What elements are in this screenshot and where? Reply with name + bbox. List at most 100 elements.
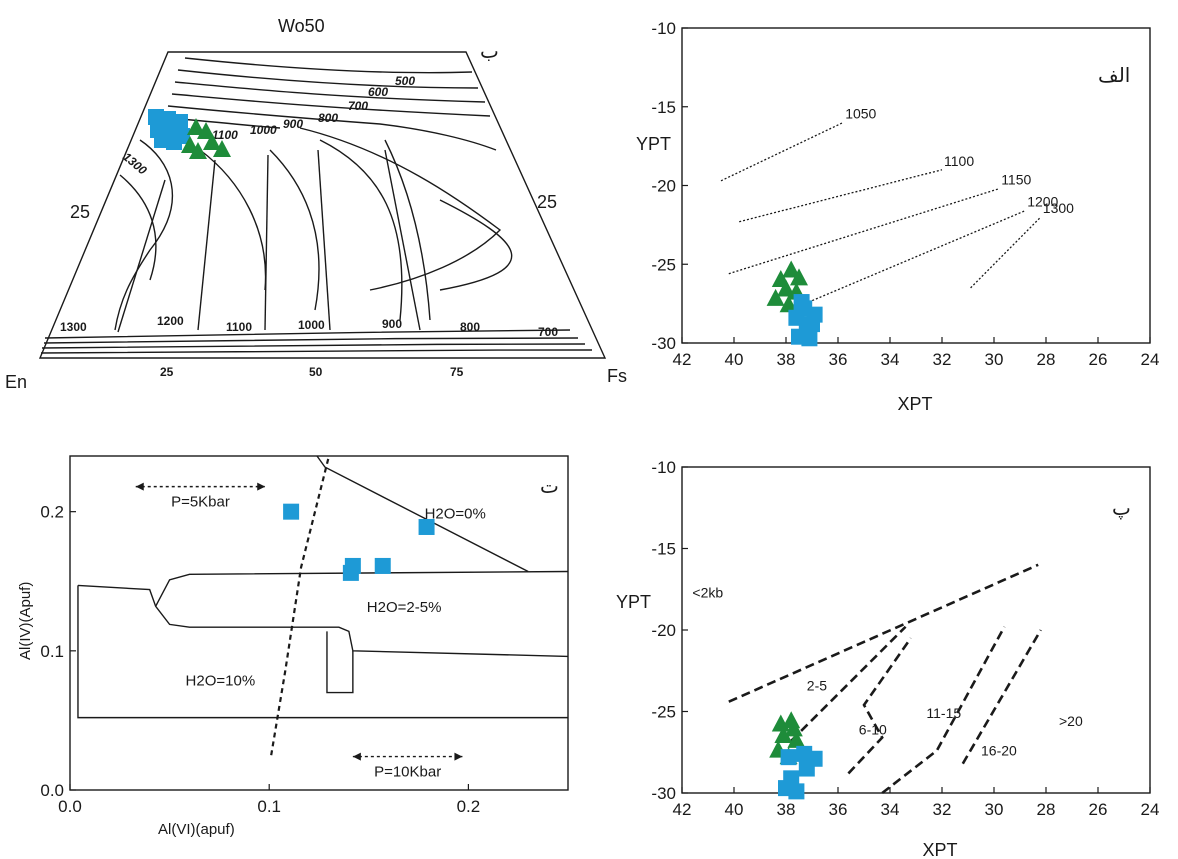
region-label: H2O=0% [425, 506, 486, 523]
x-axis-label: XPT [922, 840, 957, 859]
x-tick-label: 24 [1141, 350, 1160, 369]
pressure-field-label: <2kb [692, 584, 723, 600]
isotherm-label: 1200 [157, 314, 184, 328]
region-label: H2O=10% [186, 673, 256, 690]
y-axis-label: YPT [616, 592, 651, 612]
pressure-arrow-label: P=5Kbar [171, 494, 230, 511]
panel-letter: پ [1112, 498, 1131, 520]
y-tick-label: -10 [651, 19, 676, 38]
square-marker [788, 783, 805, 800]
region-boundary [77, 585, 568, 719]
arrow-head [454, 752, 463, 761]
tie-line [117, 179, 166, 333]
isotherm-line [720, 121, 844, 182]
y-tick-label: 0.2 [40, 503, 64, 522]
x-tick-label: 28 [1037, 350, 1056, 369]
lower-isotherm [44, 329, 571, 339]
isotherm-curve [114, 139, 174, 331]
isotherm-curve [184, 57, 473, 74]
ternary-outline [38, 51, 607, 359]
square-marker [344, 557, 361, 574]
isotherm-curve [269, 149, 320, 311]
isotherm-curve [171, 93, 491, 117]
pressure-field-label: 2-5 [807, 677, 827, 693]
isotherm-line [739, 169, 943, 223]
triangle-marker [787, 730, 806, 748]
triangle-marker [779, 295, 798, 313]
isotherm-curve [439, 199, 513, 291]
isotherm-line [728, 188, 1000, 275]
y-axis-label: YPT [636, 134, 671, 154]
y-tick-label: -20 [651, 177, 676, 196]
lower-isotherm [40, 349, 593, 354]
triangle-marker [203, 133, 221, 150]
panel-d-alvi-aliv: 0.0 0.1 0.2 0.0 0.1 0.2 Al(VI)(apuf) Al(IV)(Apu… [17, 455, 569, 838]
x-tick-label: 30 [985, 350, 1004, 369]
panel-letter: ب [480, 41, 499, 63]
side-label-left: 25 [70, 202, 90, 222]
pressure-divider [270, 455, 331, 756]
isotherm-label: 600 [368, 85, 388, 99]
y-tick-label: -30 [651, 334, 676, 353]
x-tick-label: 26 [1089, 800, 1108, 819]
pressure-divider [728, 563, 1039, 703]
triangle-marker [197, 122, 215, 139]
y-tick-label: -25 [651, 255, 676, 274]
isotherm-label: 1300 [120, 150, 150, 178]
x-tick-label: 36 [829, 800, 848, 819]
plot-frame [69, 455, 569, 791]
isotherm-line [793, 210, 1026, 309]
isotherm-label: 1050 [845, 106, 876, 122]
isotherm-label: 800 [318, 111, 338, 125]
isotherm-line [970, 216, 1042, 289]
x-axis-label: XPT [897, 394, 932, 414]
isotherm-label: 1300 [1043, 200, 1074, 216]
tie-line [264, 154, 269, 331]
y-tick-label: 0.1 [40, 642, 64, 661]
panel-letter: الف [1098, 65, 1130, 87]
x-tick-label: 38 [777, 800, 796, 819]
x-tick-label: 0.1 [257, 797, 281, 816]
triangle-marker [784, 719, 803, 737]
isotherm-label: 1000 [298, 318, 325, 332]
isotherm-label: 900 [382, 317, 402, 331]
square-marker [796, 300, 813, 317]
triangle-marker [189, 142, 207, 159]
x-tick-label: 42 [673, 800, 692, 819]
pressure-divider [961, 629, 1042, 765]
tie-line [384, 149, 421, 331]
panel-a-thermometer: 42 40 38 36 34 32 30 28 26 24 -10 -15 -20 -25 -30 XPT YP… [636, 19, 1159, 414]
arrow-head [135, 482, 144, 491]
square-marker [283, 503, 300, 520]
square-marker [780, 749, 797, 766]
base-tick-label: 50 [309, 365, 323, 379]
x-tick-label: 40 [725, 350, 744, 369]
pressure-divider [847, 637, 912, 775]
isotherm-label: 800 [460, 320, 480, 334]
pressure-field-label: >20 [1059, 713, 1083, 729]
triangle-marker [774, 725, 793, 743]
lower-isotherm-labels: 1300 1200 1100 1000 900 800 700 [60, 314, 558, 339]
y-tick-label: -10 [651, 458, 676, 477]
x-tick-label: 24 [1141, 800, 1160, 819]
plot-frame [681, 27, 1151, 344]
isotherm-curve [177, 69, 479, 89]
x-tick-label: 34 [881, 800, 900, 819]
arrow-head [257, 482, 266, 491]
region-label: H2O=2-5% [367, 599, 442, 616]
square-marker [166, 134, 182, 150]
pressure-field-label: 6-10 [859, 721, 887, 737]
y-tick-label: -20 [651, 621, 676, 640]
pressure-field-label: 16-20 [981, 743, 1017, 759]
x-tick-label: 42 [673, 350, 692, 369]
isotherm-curve [299, 127, 502, 291]
isotherm-label: 1100 [944, 153, 974, 169]
triangle-marker [790, 268, 808, 286]
panel-c-barometer: 42 40 38 36 34 32 30 28 26 24 -10 -15 -20 -25 -30 XPT YP… [616, 458, 1159, 859]
square-marker [801, 330, 818, 347]
isotherm-label: 1100 [226, 320, 252, 334]
lower-isotherm [41, 343, 586, 349]
x-tick-label: 32 [933, 800, 952, 819]
square-marker [374, 557, 391, 574]
